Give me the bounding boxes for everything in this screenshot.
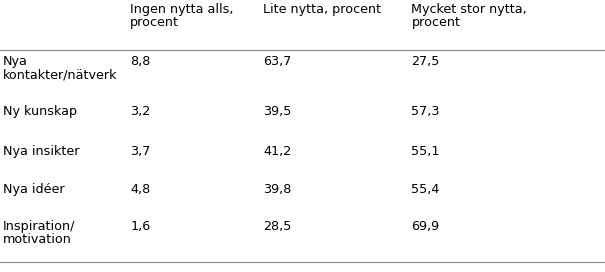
Text: Ingen nytta alls,: Ingen nytta alls, (130, 3, 234, 16)
Text: 41,2: 41,2 (263, 145, 292, 158)
Text: 3,2: 3,2 (130, 105, 150, 118)
Text: 55,4: 55,4 (411, 183, 440, 196)
Text: Ny kunskap: Ny kunskap (3, 105, 77, 118)
Text: Lite nytta, procent: Lite nytta, procent (263, 3, 381, 16)
Text: Nya: Nya (3, 55, 28, 68)
Text: Nya insikter: Nya insikter (3, 145, 79, 158)
Text: 27,5: 27,5 (411, 55, 440, 68)
Text: Inspiration/: Inspiration/ (3, 220, 76, 233)
Text: procent: procent (411, 16, 460, 29)
Text: 4,8: 4,8 (130, 183, 150, 196)
Text: 63,7: 63,7 (263, 55, 292, 68)
Text: Mycket stor nytta,: Mycket stor nytta, (411, 3, 527, 16)
Text: 39,5: 39,5 (263, 105, 292, 118)
Text: 1,6: 1,6 (130, 220, 150, 233)
Text: Nya idéer: Nya idéer (3, 183, 65, 196)
Text: 28,5: 28,5 (263, 220, 292, 233)
Text: 39,8: 39,8 (263, 183, 292, 196)
Text: motivation: motivation (3, 233, 72, 246)
Text: 55,1: 55,1 (411, 145, 440, 158)
Text: 57,3: 57,3 (411, 105, 440, 118)
Text: procent: procent (130, 16, 179, 29)
Text: 8,8: 8,8 (130, 55, 151, 68)
Text: 3,7: 3,7 (130, 145, 151, 158)
Text: kontakter/nätverk: kontakter/nätverk (3, 68, 117, 81)
Text: 69,9: 69,9 (411, 220, 439, 233)
